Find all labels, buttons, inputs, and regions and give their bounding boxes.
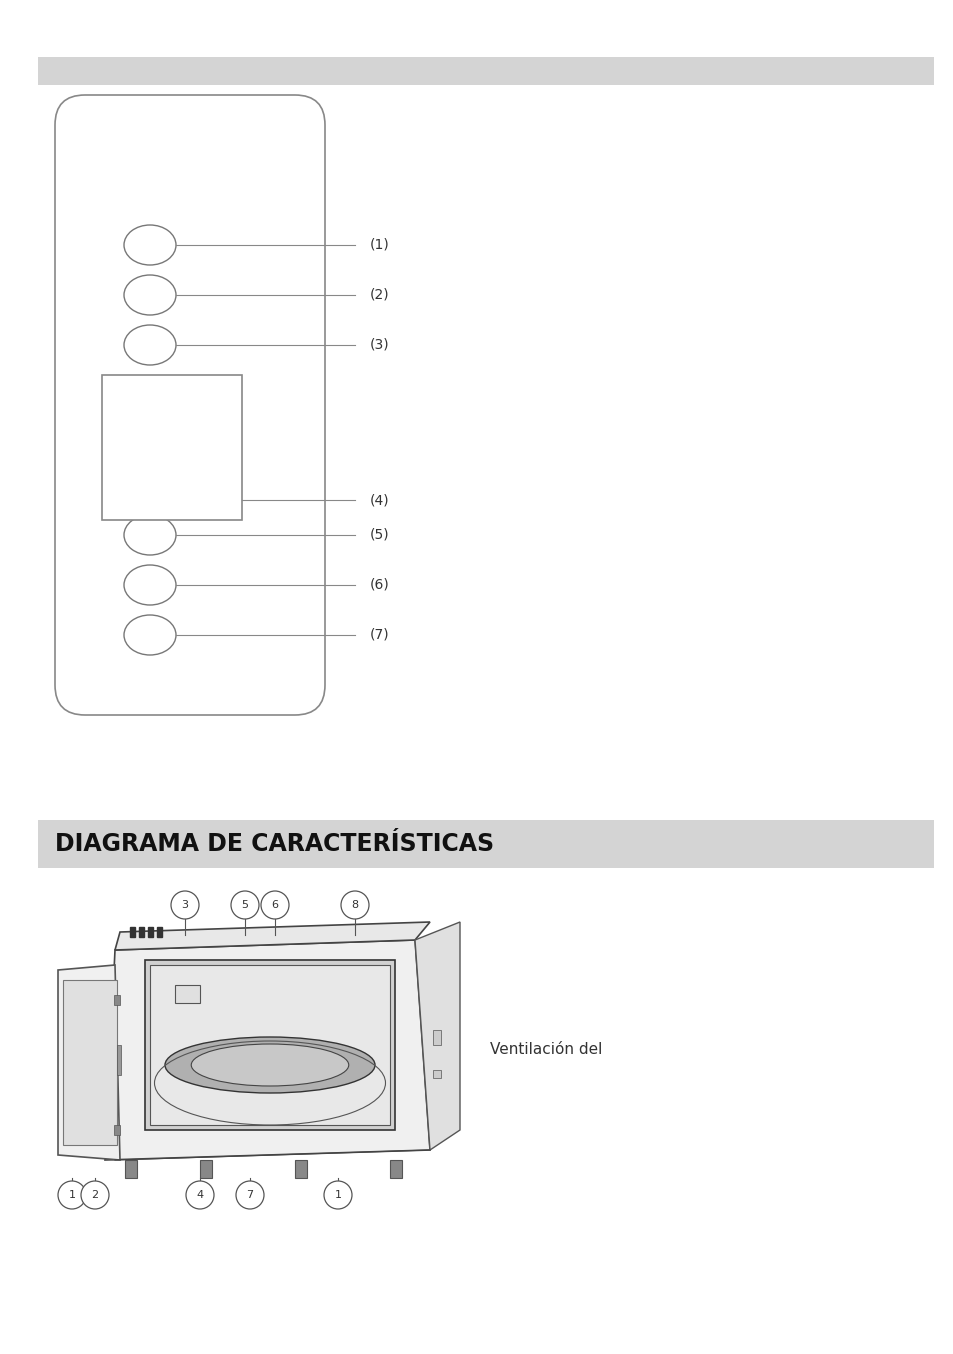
Text: (2): (2) xyxy=(370,288,389,302)
Text: (1): (1) xyxy=(370,238,390,252)
Polygon shape xyxy=(105,940,430,1160)
Ellipse shape xyxy=(231,891,258,919)
Ellipse shape xyxy=(124,275,175,315)
Bar xyxy=(38,821,933,868)
Polygon shape xyxy=(148,927,152,937)
Text: (4): (4) xyxy=(370,493,389,506)
Bar xyxy=(117,1045,121,1075)
Text: 8: 8 xyxy=(351,900,358,910)
Ellipse shape xyxy=(171,891,199,919)
Bar xyxy=(63,980,117,1145)
Ellipse shape xyxy=(165,1037,375,1093)
Text: 3: 3 xyxy=(181,900,189,910)
Ellipse shape xyxy=(186,1181,213,1209)
FancyBboxPatch shape xyxy=(55,95,325,715)
Bar xyxy=(294,1160,307,1178)
Bar xyxy=(145,960,395,1131)
Polygon shape xyxy=(139,927,144,937)
Polygon shape xyxy=(415,922,459,1150)
Text: DIAGRAMA DE CARACTERÍSTICAS: DIAGRAMA DE CARACTERÍSTICAS xyxy=(55,831,494,856)
Bar xyxy=(433,1070,440,1078)
Text: (7): (7) xyxy=(370,628,389,642)
Bar xyxy=(113,1125,120,1135)
Bar xyxy=(174,984,200,1003)
Polygon shape xyxy=(58,965,120,1160)
Text: 2: 2 xyxy=(91,1190,98,1200)
Ellipse shape xyxy=(235,1181,264,1209)
Text: (3): (3) xyxy=(370,338,389,352)
Ellipse shape xyxy=(124,325,175,366)
Ellipse shape xyxy=(124,615,175,655)
Ellipse shape xyxy=(191,1044,349,1086)
Ellipse shape xyxy=(124,515,175,555)
Text: 1: 1 xyxy=(335,1190,341,1200)
Text: (5): (5) xyxy=(370,528,389,542)
Bar xyxy=(38,57,933,85)
Bar xyxy=(390,1160,401,1178)
Polygon shape xyxy=(157,927,162,937)
Polygon shape xyxy=(130,927,135,937)
Bar xyxy=(150,965,390,1125)
Bar xyxy=(102,375,242,520)
Bar xyxy=(200,1160,212,1178)
Ellipse shape xyxy=(340,891,369,919)
Bar xyxy=(125,1160,137,1178)
Ellipse shape xyxy=(124,225,175,265)
Text: 7: 7 xyxy=(246,1190,253,1200)
Text: (6): (6) xyxy=(370,578,390,592)
Text: 1: 1 xyxy=(69,1190,75,1200)
Text: 6: 6 xyxy=(272,900,278,910)
Ellipse shape xyxy=(81,1181,109,1209)
Polygon shape xyxy=(115,922,430,951)
Ellipse shape xyxy=(124,565,175,605)
Ellipse shape xyxy=(261,891,289,919)
Bar xyxy=(113,995,120,1005)
Ellipse shape xyxy=(58,1181,86,1209)
Text: 4: 4 xyxy=(196,1190,203,1200)
Text: Ventilación del: Ventilación del xyxy=(490,1043,601,1057)
Ellipse shape xyxy=(324,1181,352,1209)
Bar xyxy=(433,1030,440,1045)
Text: 5: 5 xyxy=(241,900,248,910)
